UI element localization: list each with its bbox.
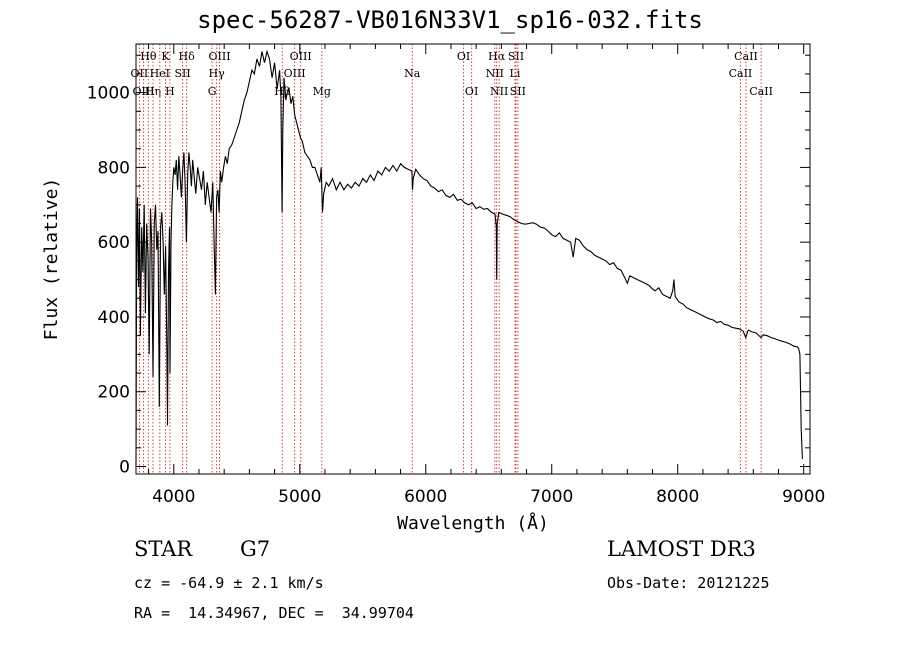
spectral-line-label-13: OIII <box>284 67 306 80</box>
y-axis-label: Flux (relative) <box>41 178 62 341</box>
x-tick-label-5000: 5000 <box>278 487 321 507</box>
spectral-line-label-23: Li <box>510 67 521 80</box>
y-tick-label-0: 0 <box>119 458 130 478</box>
spectral-line-label-0: Hθ <box>140 50 157 63</box>
spectral-line-label-15: Mg <box>313 85 331 98</box>
chart-title: spec-56287-VB016N33V1_sp16-032.fits <box>197 6 703 34</box>
spectral-line-label-18: OI <box>465 85 478 98</box>
y-tick-label-400: 400 <box>98 308 130 328</box>
obs-date: Obs-Date: 20121225 <box>607 574 770 592</box>
spectral-line-label-2: OIII <box>133 85 155 98</box>
spectral-line-label-24: SII <box>510 85 526 98</box>
redshift-value: cz = -64.9 ± 2.1 km/s <box>134 574 324 592</box>
x-tick-label-4000: 4000 <box>152 487 195 507</box>
spectral-line-label-10: Hγ <box>209 67 226 80</box>
y-tick-label-1000: 1000 <box>87 84 130 104</box>
object-subclass: G7 <box>240 537 271 561</box>
plot-frame <box>135 43 811 475</box>
spectral-line-label-22: SII <box>508 50 524 63</box>
spectral-line-label-26: CaII <box>729 67 753 80</box>
survey-label: LAMOST DR3 <box>607 537 756 561</box>
spectral-line-label-27: CaII <box>749 85 773 98</box>
spectral-line-label-6: SII <box>174 67 190 80</box>
spectral-line-label-14: OIII <box>290 50 312 63</box>
spectral-line-label-5: K <box>161 50 170 63</box>
spectral-line-label-12: Hβ <box>274 85 290 98</box>
spectral-line-label-3: Hη <box>145 85 161 98</box>
y-tick-label-600: 600 <box>98 233 130 253</box>
x-tick-label-6000: 6000 <box>404 487 447 507</box>
spectral-line-label-19: Hα <box>488 50 506 63</box>
spectral-line-label-4: HeI <box>150 67 170 80</box>
spectrum-line <box>135 49 803 467</box>
spectral-line-label-21: NII <box>490 85 508 98</box>
spectral-line-label-7: H <box>165 85 175 98</box>
spectral-line-label-8: Hδ <box>179 50 196 63</box>
spectral-line-label-9: OIII <box>208 50 230 63</box>
spectral-line-label-16: Na <box>404 67 421 80</box>
object-class: STAR <box>134 537 193 561</box>
x-tick-label-8000: 8000 <box>656 487 699 507</box>
spectral-line-label-17: OI <box>457 50 470 63</box>
y-tick-label-200: 200 <box>98 383 130 403</box>
x-axis-label: Wavelength (Å) <box>397 512 549 534</box>
spectral-line-label-20: NII <box>486 67 504 80</box>
x-tick-label-9000: 9000 <box>782 487 825 507</box>
spectral-line-label-11: G <box>208 85 217 98</box>
coordinates: RA = 14.34967, DEC = 34.99704 <box>134 604 414 622</box>
spectral-line-label-25: CaII <box>734 50 758 63</box>
y-tick-label-800: 800 <box>98 158 130 178</box>
x-tick-label-7000: 7000 <box>530 487 573 507</box>
